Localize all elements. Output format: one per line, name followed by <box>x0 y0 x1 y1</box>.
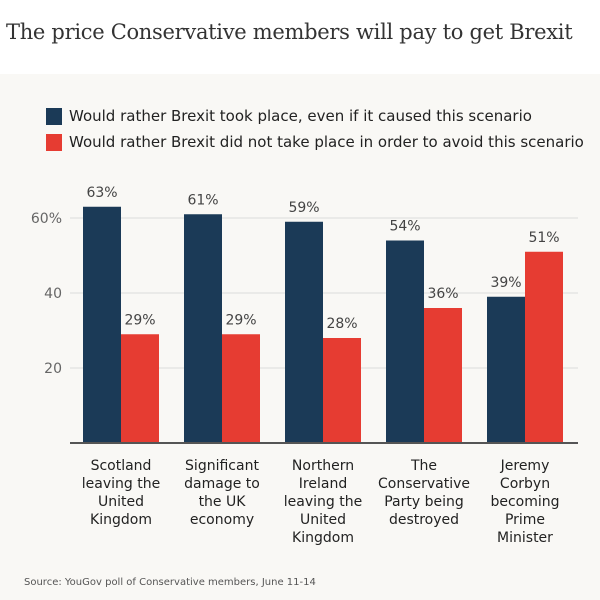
y-tick-label: 20 <box>44 361 62 377</box>
legend-item-took-place: Would rather Brexit took place, even if … <box>46 103 584 129</box>
category-label-line: United <box>98 494 144 510</box>
legend-label: Would rather Brexit took place, even if … <box>69 107 532 125</box>
bar-took-place <box>487 296 525 443</box>
bar-not-take-place <box>525 251 563 443</box>
y-tick-label: 40 <box>44 286 62 302</box>
category-label-line: United <box>300 512 346 528</box>
category-label-line: Jeremy <box>500 458 550 474</box>
category-label: Significant damage to the UK economy <box>184 458 260 528</box>
category-label-line: Kingdom <box>90 512 152 528</box>
y-tick-label: 60% <box>31 211 62 227</box>
data-label: 39% <box>490 275 521 291</box>
category-label: The Conservative Party being destroyed <box>378 458 470 528</box>
category-label-line: Scotland <box>91 458 152 474</box>
chart-title: The price Conservative members will pay … <box>6 20 573 44</box>
category-label-line: Ireland <box>299 476 347 492</box>
bar-not-take-place <box>323 338 361 443</box>
bar-not-take-place <box>121 334 159 443</box>
legend-item-not-take-place: Would rather Brexit did not take place i… <box>46 129 584 155</box>
category-label-line: Conservative <box>378 476 470 492</box>
category-label-line: damage to <box>184 476 260 492</box>
data-label: 36% <box>427 286 458 302</box>
data-label: 59% <box>288 200 319 216</box>
category-label-line: economy <box>190 512 254 528</box>
category-label-line: Northern <box>292 458 354 474</box>
category-label-line: Kingdom <box>292 530 354 546</box>
bar-took-place <box>184 214 222 443</box>
legend-swatch-red <box>46 133 62 151</box>
bar-took-place <box>386 240 424 443</box>
bar-not-take-place <box>424 308 462 443</box>
category-label: Jeremy Corbyn becoming Prime Minister <box>490 458 559 546</box>
legend-swatch-navy <box>46 107 62 125</box>
category-label-line: The <box>410 458 437 474</box>
category-label-line: Corbyn <box>500 476 550 492</box>
data-label: 29% <box>124 312 155 328</box>
category-label: Scotland leaving the United Kingdom <box>82 458 160 528</box>
bar-took-place <box>83 206 121 443</box>
legend-label: Would rather Brexit did not take place i… <box>69 133 584 151</box>
legend: Would rather Brexit took place, even if … <box>46 103 584 155</box>
data-label: 29% <box>225 312 256 328</box>
category-label-line: Minister <box>497 530 553 546</box>
source-note: Source: YouGov poll of Conservative memb… <box>24 577 316 588</box>
category-label-line: leaving the <box>284 494 362 510</box>
category-label: Northern Ireland leaving the United Kingdom <box>284 458 362 546</box>
data-label: 54% <box>389 219 420 235</box>
data-label: 61% <box>187 192 218 208</box>
data-label: 63% <box>86 185 117 201</box>
category-label-line: leaving the <box>82 476 160 492</box>
data-label: 28% <box>326 316 357 332</box>
category-label-line: Significant <box>185 458 259 474</box>
category-label-line: Prime <box>505 512 545 528</box>
data-label: 51% <box>528 230 559 246</box>
category-label-line: destroyed <box>389 512 459 528</box>
category-label-line: becoming <box>490 494 559 510</box>
bar-took-place <box>285 221 323 443</box>
bar-not-take-place <box>222 334 260 443</box>
category-label-line: Party being <box>384 494 464 510</box>
category-label-line: the UK <box>199 494 247 510</box>
